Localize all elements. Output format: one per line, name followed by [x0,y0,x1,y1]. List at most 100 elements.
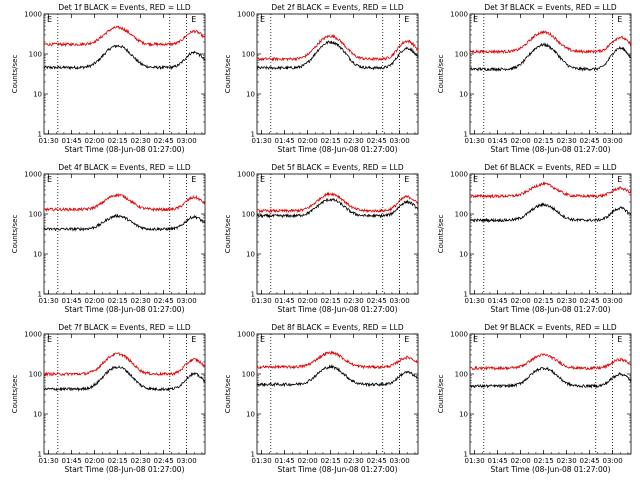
x-tick-label: 01:45 [488,457,508,465]
x-tick-label: 02:30 [344,137,364,145]
corner-mark-left: E [473,15,478,24]
x-tick-label: 02:15 [534,137,554,145]
y-tick-label: 100 [455,371,468,379]
x-tick-label: 02:30 [131,137,151,145]
x-tick-label: 02:00 [511,297,531,305]
plot-frame [43,173,206,295]
y-tick-label: 1000 [24,171,42,179]
x-tick-label: 03:00 [603,137,623,145]
x-tick-label: 01:45 [488,137,508,145]
x-tick-label: 01:30 [252,297,272,305]
y-axis-label: Counts/sec [437,55,445,94]
x-tick-label: 02:00 [298,137,318,145]
x-tick-label: 03:00 [603,457,623,465]
series-red-line [256,191,419,214]
x-tick-label: 01:45 [488,297,508,305]
series-black-line [256,364,419,388]
y-tick-label: 1000 [450,171,468,179]
x-tick-label: 02:45 [154,457,174,465]
corner-mark-right: E [191,335,196,344]
x-tick-label: 02:00 [298,297,318,305]
corner-mark-right: E [191,15,196,24]
y-tick-label: 1 [251,131,255,139]
y-tick-label: 100 [242,371,255,379]
x-tick-label: 02:15 [321,457,341,465]
chart-title: Det 9f BLACK = Events, RED = LLD [484,323,617,332]
x-tick-label: 02:30 [557,137,577,145]
chart-title: Det 6f BLACK = Events, RED = LLD [484,163,617,172]
y-axis-label: Counts/sec [437,375,445,414]
series-black-line [469,366,632,389]
x-tick-label: 02:15 [321,137,341,145]
y-tick-label: 1 [251,291,255,299]
y-tick-label: 100 [29,211,42,219]
corner-mark-right: E [404,335,409,344]
corner-mark-left: E [473,335,478,344]
chart-panel-7: Det 7f BLACK = Events, RED = LLD 1 10 100 10… [11,323,206,474]
y-axis-label: Counts/sec [11,55,19,94]
y-tick-label: 100 [29,51,42,59]
y-axis-label: Counts/sec [224,215,232,254]
x-axis-label: Start Time (08-Jun-08 01:27:00) [491,145,611,154]
x-tick-label: 02:30 [557,297,577,305]
y-tick-label: 1000 [237,11,255,19]
x-axis-label: Start Time (08-Jun-08 01:27:00) [491,305,611,314]
x-tick-label: 01:30 [465,297,485,305]
y-tick-label: 1000 [450,331,468,339]
y-tick-label: 10 [246,411,255,419]
series-black-line [43,44,206,71]
plot-frame [43,333,206,455]
x-tick-label: 02:00 [85,457,105,465]
chart-title: Det 3f BLACK = Events, RED = LLD [484,3,617,12]
corner-mark-right: E [404,175,409,184]
corner-mark-left: E [47,335,52,344]
series-black-line [469,202,632,224]
series-black-line [43,213,206,232]
y-tick-label: 1000 [24,331,42,339]
series-red-line [43,352,206,377]
x-tick-label: 01:45 [62,457,82,465]
x-tick-label: 01:45 [275,457,295,465]
plot-frame [43,13,206,135]
y-tick-label: 1000 [24,11,42,19]
plot-frame [256,173,419,295]
x-tick-label: 02:00 [298,457,318,465]
y-tick-label: 100 [242,211,255,219]
x-tick-label: 02:30 [131,457,151,465]
x-tick-label: 02:45 [367,457,387,465]
y-tick-label: 1 [251,451,255,459]
x-tick-label: 01:45 [62,297,82,305]
corner-mark-right: E [404,15,409,24]
y-tick-label: 1 [38,451,42,459]
x-tick-label: 02:45 [580,457,600,465]
x-tick-label: 02:15 [108,137,128,145]
x-tick-label: 02:00 [511,137,531,145]
x-tick-label: 03:00 [603,297,623,305]
x-tick-label: 03:00 [177,297,197,305]
y-tick-label: 1 [38,131,42,139]
x-tick-label: 01:45 [62,137,82,145]
plot-frame [469,173,632,295]
corner-mark-left: E [473,175,478,184]
x-tick-label: 01:30 [465,457,485,465]
x-tick-label: 02:30 [131,297,151,305]
y-tick-label: 100 [455,211,468,219]
corner-mark-left: E [260,175,265,184]
x-tick-label: 02:45 [154,137,174,145]
x-tick-label: 02:30 [344,457,364,465]
x-axis-label: Start Time (08-Jun-08 01:27:00) [65,305,185,314]
y-tick-label: 1 [464,291,468,299]
x-tick-label: 02:15 [321,297,341,305]
y-tick-label: 10 [33,251,42,259]
chart-title: Det 5f BLACK = Events, RED = LLD [271,163,404,172]
plot-frame [469,333,632,455]
series-red-line [469,353,632,371]
corner-mark-left: E [260,15,265,24]
y-tick-label: 1 [464,131,468,139]
x-tick-label: 02:15 [534,457,554,465]
x-axis-label: Start Time (08-Jun-08 01:27:00) [65,465,185,474]
series-black-line [256,198,419,219]
y-tick-label: 1 [38,291,42,299]
y-tick-label: 1000 [237,331,255,339]
